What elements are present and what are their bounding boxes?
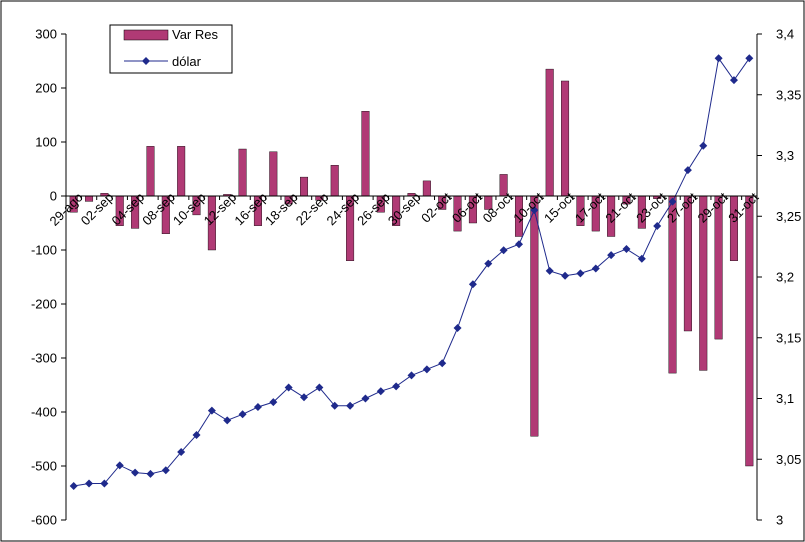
dolar-point-8 [192, 430, 201, 439]
dolar-point-34 [591, 264, 600, 273]
legend-label-var-res: Var Res [172, 27, 218, 42]
bar-var-res-23 [422, 180, 431, 197]
dolar-point-23 [422, 365, 431, 374]
dolar-point-32 [561, 271, 570, 280]
bar-var-res-30 [530, 195, 539, 437]
legend-swatch-var-res [123, 29, 169, 41]
dolar-point-37 [637, 254, 646, 263]
bar-var-res-13 [269, 151, 278, 197]
bar-var-res-7 [177, 146, 186, 197]
dolar-point-16 [315, 383, 324, 392]
dolar-point-24 [438, 359, 447, 368]
dolar-point-7 [177, 447, 186, 456]
dolar-point-25 [453, 324, 462, 333]
left-tick-label-4: -200 [31, 297, 57, 312]
bar-var-res-17 [330, 165, 339, 197]
left-tick-label-1: -500 [31, 459, 57, 474]
left-tick-label-3: -300 [31, 351, 57, 366]
right-tick-label-3: 3,15 [776, 330, 801, 345]
dolar-point-10 [223, 416, 232, 425]
bar-var-res-15 [300, 176, 309, 197]
dolar-point-12 [253, 403, 262, 412]
dolar-point-29 [514, 240, 523, 249]
dolar-point-39 [668, 197, 677, 206]
dolar-point-31 [545, 266, 554, 275]
right-tick-label-0: 3 [776, 513, 783, 528]
bar-var-res-1 [85, 195, 94, 202]
left-tick-label-5: -100 [31, 243, 57, 258]
dolar-point-28 [499, 246, 508, 255]
dolar-point-18 [346, 401, 355, 410]
dolar-point-27 [484, 259, 493, 268]
left-tick-label-2: -400 [31, 405, 57, 420]
dolar-point-43 [729, 76, 738, 85]
dolar-point-11 [238, 410, 247, 419]
dolar-line [69, 54, 754, 490]
dolar-point-42 [714, 54, 723, 63]
dolar-point-6 [161, 466, 170, 475]
dolar-point-44 [745, 54, 754, 63]
dolar-point-40 [683, 166, 692, 175]
dolar-point-5 [146, 469, 155, 478]
left-tick-label-0: -600 [31, 513, 57, 528]
legend: Var Res dólar [109, 24, 233, 74]
right-tick-label-2: 3,1 [776, 391, 794, 406]
dolar-point-14 [284, 383, 293, 392]
right-tick-label-7: 3,35 [776, 87, 801, 102]
dolar-point-38 [653, 221, 662, 230]
bar-var-res-44 [745, 195, 754, 467]
bar-var-res-40 [683, 195, 692, 332]
left-tick-label-7: 100 [35, 135, 57, 150]
dolar-point-0 [69, 481, 78, 490]
dolar-point-13 [269, 398, 278, 407]
right-tick-label-6: 3,3 [776, 148, 794, 163]
dolar-point-21 [392, 382, 401, 391]
dolar-point-17 [330, 401, 339, 410]
dolar-point-26 [468, 280, 477, 289]
right-tick-label-8: 3,4 [776, 27, 794, 42]
bar-var-res-11 [238, 148, 247, 197]
dolar-point-41 [699, 141, 708, 150]
bar-var-res-42 [714, 195, 723, 340]
left-tick-label-9: 300 [35, 27, 57, 42]
dolar-point-2 [100, 479, 109, 488]
dolar-point-1 [85, 479, 94, 488]
dolar-point-35 [607, 251, 616, 260]
dolar-point-36 [622, 245, 631, 254]
right-tick-label-4: 3,2 [776, 270, 794, 285]
dolar-point-19 [361, 394, 370, 403]
dolar-point-30 [530, 206, 539, 215]
bar-var-res-31 [545, 68, 554, 197]
left-tick-label-8: 200 [35, 81, 57, 96]
axes: -600 -500 -400 -300 -200 -100 0 100 200 300 3 3,05 3… [31, 27, 801, 528]
dolar-point-3 [115, 461, 124, 470]
dolar-point-9 [207, 406, 216, 415]
bar-var-res-5 [146, 146, 155, 197]
right-tick-label-1: 3,05 [776, 452, 801, 467]
bar-var-res-19 [361, 111, 370, 197]
dolar-point-15 [300, 393, 309, 402]
dolar-point-20 [376, 387, 385, 396]
right-tick-label-5: 3,25 [776, 209, 801, 224]
dolar-point-4 [131, 468, 140, 477]
legend-swatch-dolar-marker [142, 57, 150, 65]
dolar-point-22 [407, 371, 416, 380]
bar-var-res-32 [561, 80, 570, 197]
legend-label-dolar: dólar [172, 54, 202, 69]
dolar-point-33 [576, 269, 585, 278]
left-tick-label-6: 0 [50, 189, 57, 204]
